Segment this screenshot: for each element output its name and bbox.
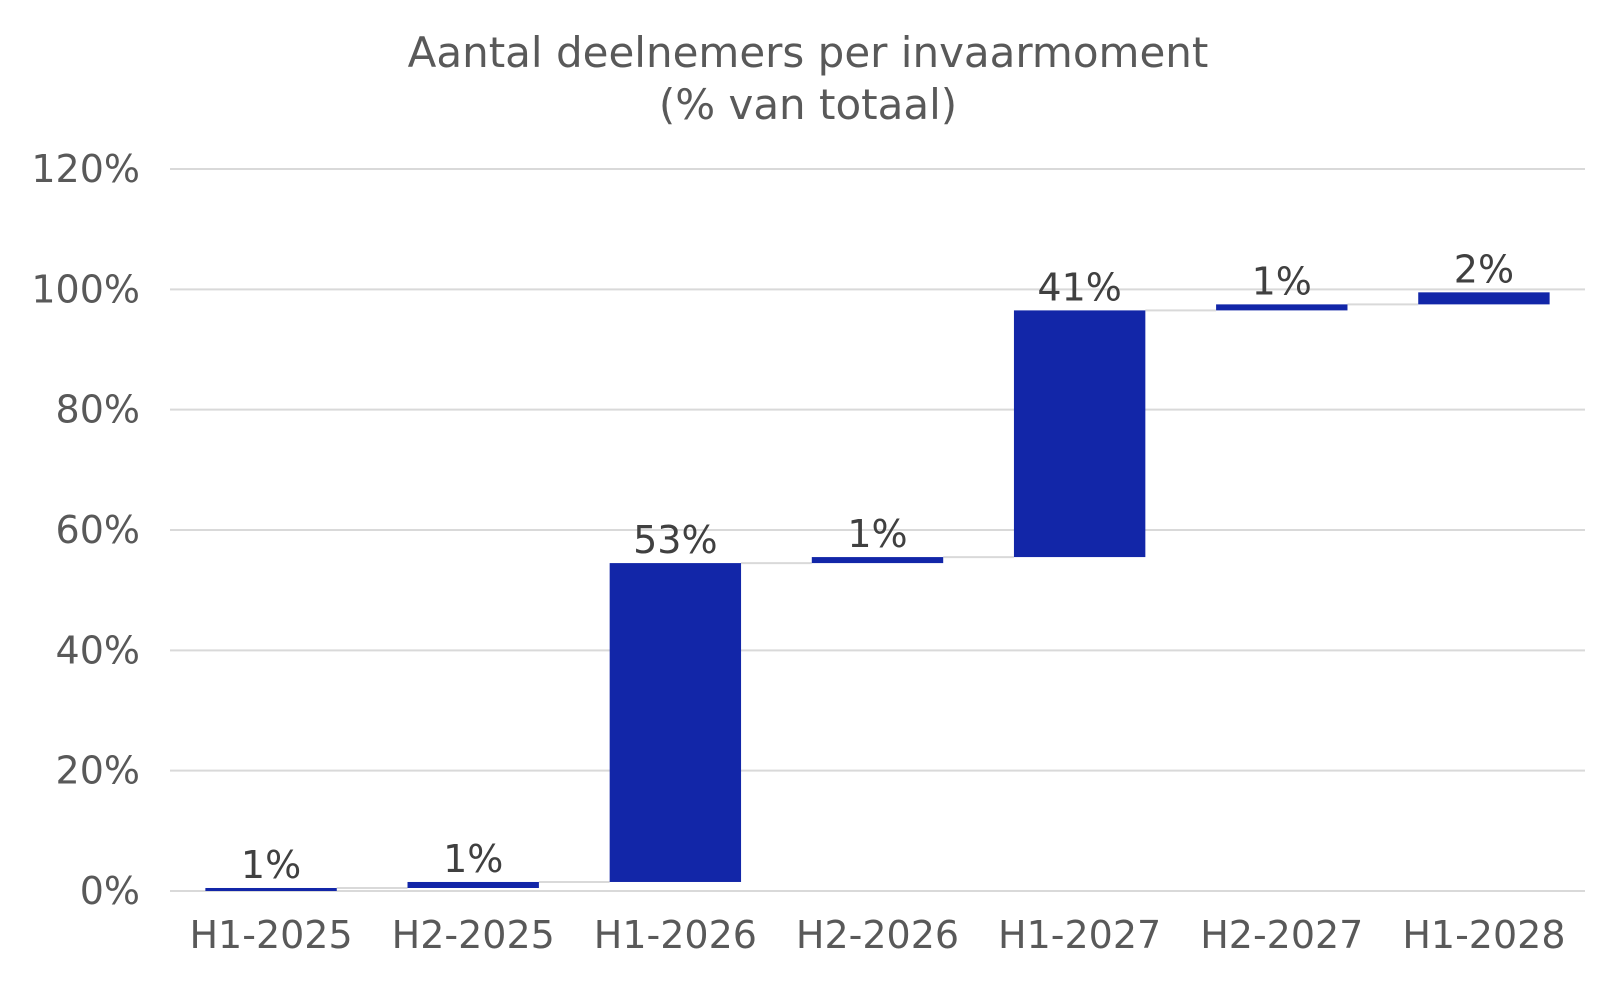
data-label: 53% xyxy=(633,518,717,562)
chart-title: Aantal deelnemers per invaarmoment xyxy=(408,28,1209,77)
data-label: 1% xyxy=(443,837,503,881)
data-label: 41% xyxy=(1037,265,1121,309)
x-axis-category-labels: H1-2025 H2-2025 H1-2026 H2-2026 H1-2027 H2-20… xyxy=(189,913,1565,957)
bars xyxy=(205,292,1550,891)
data-label: 2% xyxy=(1454,247,1514,291)
x-category-label: H2-2027 xyxy=(1200,913,1363,957)
data-label: 1% xyxy=(241,843,301,887)
y-tick-label: 60% xyxy=(56,508,140,552)
bar xyxy=(1216,304,1348,311)
x-category-label: H1-2026 xyxy=(594,913,757,957)
data-label: 1% xyxy=(1252,259,1312,303)
bar xyxy=(1418,292,1550,305)
x-category-label: H2-2025 xyxy=(392,913,555,957)
chart-subtitle: (% van totaal) xyxy=(659,80,957,129)
x-category-label: H1-2028 xyxy=(1402,913,1565,957)
bar xyxy=(811,557,944,564)
x-category-label: H1-2025 xyxy=(189,913,352,957)
y-tick-label: 40% xyxy=(56,628,140,672)
y-tick-label: 80% xyxy=(56,388,140,432)
bar xyxy=(1013,310,1146,558)
data-labels: 1% 1% 53% 1% 41% 1% 2% xyxy=(241,247,1514,887)
connector-lines xyxy=(336,303,1419,889)
y-tick-label: 20% xyxy=(56,749,140,793)
y-axis-tick-labels: 0% 20% 40% 60% 80% 100% 120% xyxy=(31,147,140,913)
x-category-label: H1-2027 xyxy=(998,913,1161,957)
y-tick-label: 0% xyxy=(80,869,140,913)
gridlines xyxy=(170,168,1585,892)
bar xyxy=(609,563,742,882)
y-tick-label: 100% xyxy=(31,267,140,311)
x-category-label: H2-2026 xyxy=(796,913,959,957)
bar xyxy=(407,881,539,888)
y-tick-label: 120% xyxy=(31,147,140,191)
data-label: 1% xyxy=(847,512,907,556)
bar xyxy=(205,887,337,891)
